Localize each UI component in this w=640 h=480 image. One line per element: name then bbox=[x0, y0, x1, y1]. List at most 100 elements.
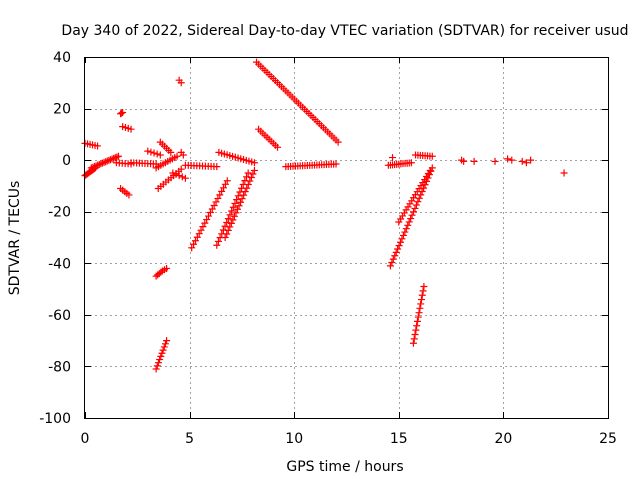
data-point bbox=[97, 160, 105, 168]
data-point bbox=[95, 160, 103, 168]
data-point bbox=[428, 152, 436, 160]
data-point bbox=[195, 230, 203, 238]
data-point bbox=[388, 258, 396, 266]
x-axis: 0 5 10 15 20 25 bbox=[81, 57, 617, 447]
data-point bbox=[460, 157, 468, 165]
data-point bbox=[249, 170, 257, 178]
x-tick-label: 20 bbox=[494, 431, 512, 447]
data-point bbox=[108, 155, 116, 163]
data-point bbox=[221, 222, 229, 230]
y-tick-label: 0 bbox=[62, 153, 71, 169]
data-point bbox=[491, 157, 499, 165]
data-point bbox=[214, 237, 222, 245]
data-point bbox=[399, 231, 407, 239]
data-point bbox=[411, 330, 419, 338]
data-point bbox=[206, 209, 214, 217]
data-point bbox=[414, 313, 422, 321]
data-point bbox=[205, 212, 213, 220]
data-point bbox=[203, 216, 211, 224]
data-point bbox=[394, 245, 402, 253]
y-tick-label: -60 bbox=[48, 308, 71, 324]
data-point bbox=[228, 207, 236, 215]
data-point bbox=[102, 158, 110, 166]
data-point bbox=[160, 343, 168, 351]
data-point bbox=[241, 188, 249, 196]
data-point bbox=[470, 157, 478, 165]
data-point bbox=[413, 317, 421, 325]
data-point bbox=[94, 142, 102, 150]
chart-title: Day 340 of 2022, Sidereal Day-to-day VTE… bbox=[61, 23, 628, 39]
data-point bbox=[111, 154, 119, 162]
data-point bbox=[392, 248, 400, 256]
y-tick-label: -80 bbox=[48, 359, 71, 375]
data-point bbox=[223, 230, 231, 238]
data-point bbox=[177, 165, 185, 173]
data-point bbox=[420, 282, 428, 290]
data-point bbox=[237, 198, 245, 206]
data-point bbox=[224, 215, 232, 223]
x-tick-label: 0 bbox=[81, 431, 90, 447]
data-point bbox=[508, 156, 516, 164]
y-axis: -100 -80 -60 -40 -20 0 20 40 bbox=[39, 50, 608, 427]
data-point bbox=[175, 172, 183, 180]
data-point bbox=[244, 169, 252, 177]
data-point bbox=[100, 158, 108, 166]
data-point bbox=[231, 199, 239, 207]
data-point bbox=[106, 156, 114, 164]
data-point bbox=[560, 169, 568, 177]
data-point bbox=[169, 169, 177, 177]
data-point bbox=[243, 184, 251, 192]
data-point bbox=[247, 174, 255, 182]
data-point bbox=[181, 174, 189, 182]
data-point bbox=[405, 218, 413, 226]
data-point bbox=[398, 235, 406, 243]
data-point bbox=[125, 191, 133, 199]
grid-lines bbox=[85, 57, 608, 418]
x-tick-label: 5 bbox=[185, 431, 194, 447]
data-point bbox=[409, 339, 417, 347]
data-point bbox=[153, 362, 161, 370]
data-point bbox=[412, 201, 420, 209]
data-point bbox=[404, 221, 412, 229]
data-point bbox=[90, 163, 98, 171]
data-point bbox=[414, 198, 422, 206]
data-point bbox=[527, 156, 535, 164]
data-point bbox=[413, 322, 421, 330]
data-point bbox=[161, 340, 169, 348]
data-point bbox=[193, 233, 201, 241]
data-point bbox=[127, 125, 135, 133]
data-point bbox=[227, 219, 235, 227]
data-point bbox=[110, 154, 118, 162]
data-point bbox=[419, 287, 427, 295]
data-point bbox=[152, 365, 160, 373]
data-point bbox=[426, 166, 434, 174]
data-point bbox=[218, 187, 226, 195]
data-point bbox=[157, 268, 165, 276]
data-point bbox=[159, 346, 167, 354]
data-point bbox=[221, 234, 229, 241]
data-point bbox=[147, 148, 155, 156]
data-point bbox=[273, 143, 281, 151]
data-point bbox=[92, 162, 100, 170]
data-point bbox=[150, 149, 158, 157]
data-point bbox=[156, 151, 164, 159]
data-point bbox=[518, 157, 526, 165]
data-point bbox=[386, 262, 394, 270]
data-point bbox=[213, 241, 221, 249]
data-point bbox=[153, 150, 161, 158]
data-point bbox=[407, 215, 415, 223]
data-point bbox=[220, 184, 228, 192]
data-point bbox=[234, 192, 242, 200]
data-point bbox=[411, 204, 419, 212]
data-point bbox=[226, 211, 234, 219]
y-tick-label: -100 bbox=[39, 411, 71, 427]
data-point bbox=[238, 195, 246, 203]
y-tick-label: 40 bbox=[53, 50, 71, 66]
data-point bbox=[395, 242, 403, 250]
data-point bbox=[191, 237, 199, 245]
data-point bbox=[229, 203, 237, 211]
data-point bbox=[417, 296, 425, 304]
data-point bbox=[201, 219, 209, 227]
